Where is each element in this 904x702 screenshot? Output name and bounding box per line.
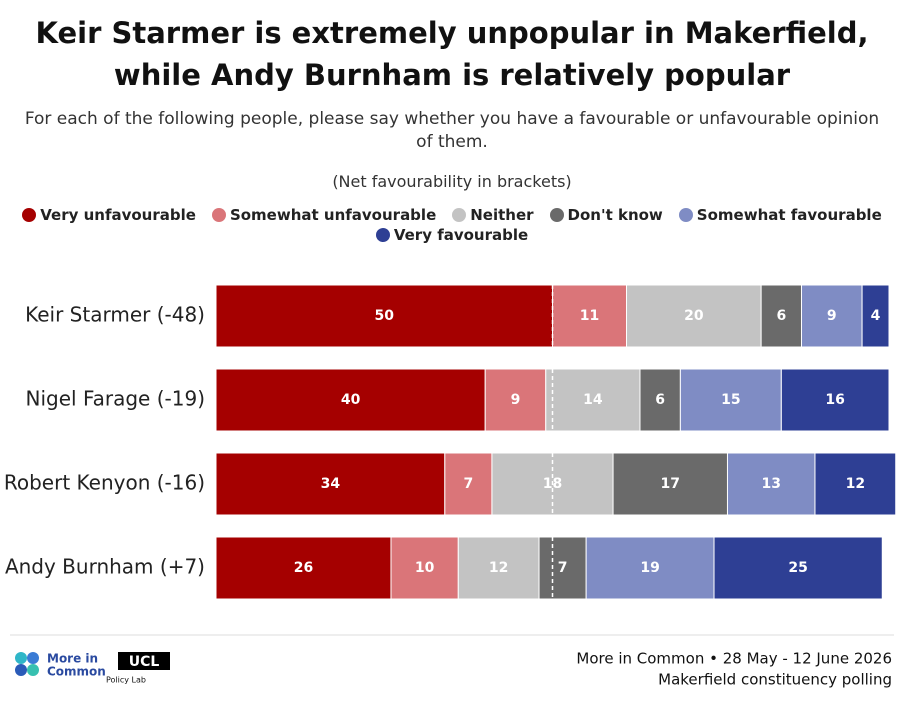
bar-segment [215,536,392,600]
value-label: 14 [583,392,603,408]
bar-segment [390,536,459,600]
value-label: 4 [871,308,881,324]
value-label: 20 [684,308,704,324]
legend-swatch [452,208,467,222]
value-label: 19 [640,560,659,576]
bar-segment [538,536,587,600]
bar-segment [801,284,863,348]
legend: Very unfavourable Somewhat unfavourable Ne… [10,206,894,244]
bar-segment [814,452,897,516]
legend-label: Somewhat unfavourable [229,206,437,224]
legend-label: Don't know [567,206,663,224]
value-label: 34 [321,476,341,492]
category-label: Nigel Farage (-19) [26,387,205,411]
legend-item: Somewhat unfavourable [211,206,437,224]
legend-label: Somewhat favourable [696,206,882,224]
legend-item: Very favourable [375,226,529,244]
legend-swatch [211,208,226,222]
value-label: 16 [825,392,844,408]
category-label: Andy Burnham (+7) [5,555,205,579]
bar-segment [760,284,803,348]
ucl-text: UCL [129,654,160,670]
bar-segment [457,536,540,600]
value-label: 15 [721,392,740,408]
legend-item: Don't know [549,206,663,224]
bar-segment [639,368,681,432]
source: More in Common • 28 May - 12 June 2026 [576,650,892,668]
bar-segment [713,536,883,600]
bar-segment [215,368,486,432]
value-label: 9 [827,308,837,324]
legend-swatch [375,228,390,242]
legend-item: Neither [452,206,534,224]
category-label: Keir Starmer (-48) [25,303,205,327]
bar-segment [545,368,641,432]
bar-segment [679,368,782,432]
bar-segment [780,368,890,432]
value-label: 26 [294,560,313,576]
legend-label: Very favourable [393,226,529,244]
value-label: 12 [489,560,508,576]
legend-item: Very unfavourable [22,206,196,224]
value-label: 7 [558,560,568,576]
chart-subtitle: For each of the following people, please… [24,109,880,152]
ucl-box [118,652,170,670]
value-label: 10 [415,560,435,576]
bar-segment [215,284,553,348]
legend-swatch [549,208,564,222]
value-label: 6 [776,308,786,324]
legend-label: Very unfavourable [40,206,196,224]
category-label: Robert Kenyon (-16) [4,471,205,495]
legend-item: Somewhat favourable [678,206,882,224]
value-label: 17 [661,476,680,492]
value-label: 12 [846,476,865,492]
bar-segment [861,284,890,348]
value-label: 13 [761,476,780,492]
bar-segment [215,452,446,516]
logo-text: More in [47,652,98,666]
bar-segment [585,536,715,600]
ucl-sub: Policy Lab [106,676,146,685]
legend-label: Neither [470,206,534,224]
chart-title: Keir Starmer is extremely unpopular in M… [35,16,869,92]
value-label: 25 [788,560,807,576]
bar-segment [484,368,547,432]
value-label: 50 [375,308,395,324]
value-label: 6 [655,392,665,408]
legend-swatch [22,208,37,222]
source-note: Makerfield constituency polling [658,671,892,689]
value-label: 7 [464,476,474,492]
legend-swatch [678,208,693,222]
value-label: 11 [580,308,599,324]
value-label: 40 [341,392,361,408]
logo-text: Common [47,665,106,679]
logo-mark [15,652,39,676]
value-label: 9 [511,392,521,408]
chart-note: (Net favourability in brackets) [332,172,572,191]
bar-segment [552,284,628,348]
bar-segment [612,452,728,516]
bar-segment [726,452,816,516]
